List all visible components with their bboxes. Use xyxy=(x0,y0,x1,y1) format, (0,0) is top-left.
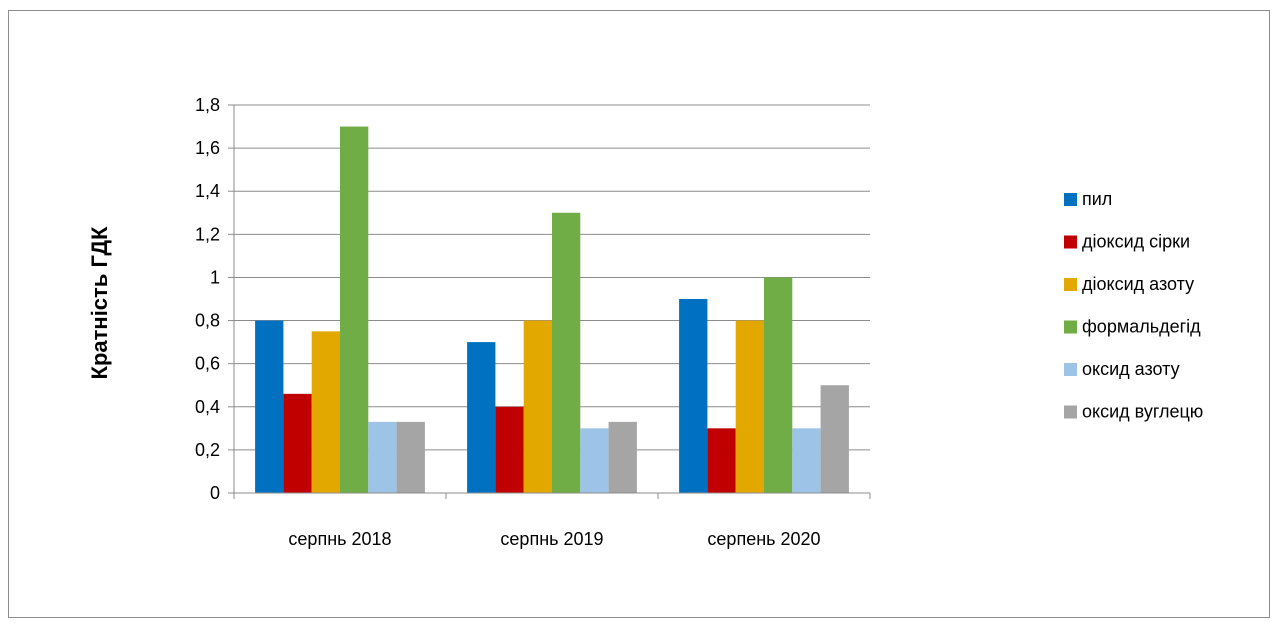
y-tick-label: 0,4 xyxy=(195,397,220,417)
legend-label: формальдегід xyxy=(1082,317,1201,337)
x-category-label: серпнь 2018 xyxy=(288,529,391,549)
bar xyxy=(495,406,524,493)
bar xyxy=(311,331,340,493)
bar xyxy=(552,212,581,493)
bar xyxy=(679,299,708,493)
legend-label: діоксид сірки xyxy=(1082,232,1190,252)
legend-label: оксид азоту xyxy=(1082,359,1180,379)
legend-item: діоксид сірки xyxy=(1064,232,1190,252)
legend-item: оксид азоту xyxy=(1064,359,1180,379)
y-tick-label: 1,8 xyxy=(195,95,220,115)
legend-swatch xyxy=(1064,405,1077,419)
y-tick-label: 0 xyxy=(210,483,220,503)
legend-swatch xyxy=(1064,235,1077,249)
bar xyxy=(467,342,496,493)
y-tick-label: 1,2 xyxy=(195,224,220,244)
bar xyxy=(283,393,312,493)
bar xyxy=(255,320,284,493)
bar xyxy=(340,126,369,494)
bars xyxy=(255,126,849,494)
legend-label: діоксид азоту xyxy=(1082,274,1194,294)
y-tick-label: 0,6 xyxy=(195,354,220,374)
bar xyxy=(735,320,764,493)
legend: пил діоксид сірки діоксид азоту формальдегі… xyxy=(1064,189,1203,422)
bar xyxy=(820,385,849,493)
x-category-labels: серпнь 2018 серпнь 2019 серпень 2020 xyxy=(288,529,820,549)
y-tick-labels: 0 0,2 0,4 0,6 0,8 1 1,2 1,4 1,6 1,8 xyxy=(195,95,220,503)
x-category-label: серпень 2020 xyxy=(707,529,820,549)
legend-swatch xyxy=(1064,363,1077,376)
bar xyxy=(608,421,637,493)
bar xyxy=(580,428,609,493)
legend-swatch xyxy=(1064,320,1077,334)
y-tick-label: 0,2 xyxy=(195,440,220,460)
y-tick-label: 1,6 xyxy=(195,138,220,158)
bar xyxy=(368,421,397,493)
y-tick-label: 1,4 xyxy=(195,181,220,201)
legend-swatch xyxy=(1064,278,1077,291)
bar xyxy=(523,320,552,493)
y-axis-label: Кратність ГДК xyxy=(87,226,112,380)
legend-item: пил xyxy=(1064,189,1112,209)
y-tick-label: 0,8 xyxy=(195,311,220,331)
legend-label: пил xyxy=(1082,189,1112,209)
legend-item: формальдегід xyxy=(1064,317,1201,337)
legend-swatch xyxy=(1064,193,1077,206)
bar xyxy=(792,428,821,493)
bar xyxy=(764,277,793,493)
legend-label: оксид вуглецю xyxy=(1082,402,1203,422)
legend-item: діоксид азоту xyxy=(1064,274,1194,294)
bar xyxy=(396,421,425,493)
legend-item: оксид вуглецю xyxy=(1064,402,1203,422)
bar xyxy=(707,428,736,493)
x-category-label: серпнь 2019 xyxy=(500,529,603,549)
y-tick-label: 1 xyxy=(210,267,220,287)
axes xyxy=(228,104,871,499)
chart-area xyxy=(8,10,1270,618)
